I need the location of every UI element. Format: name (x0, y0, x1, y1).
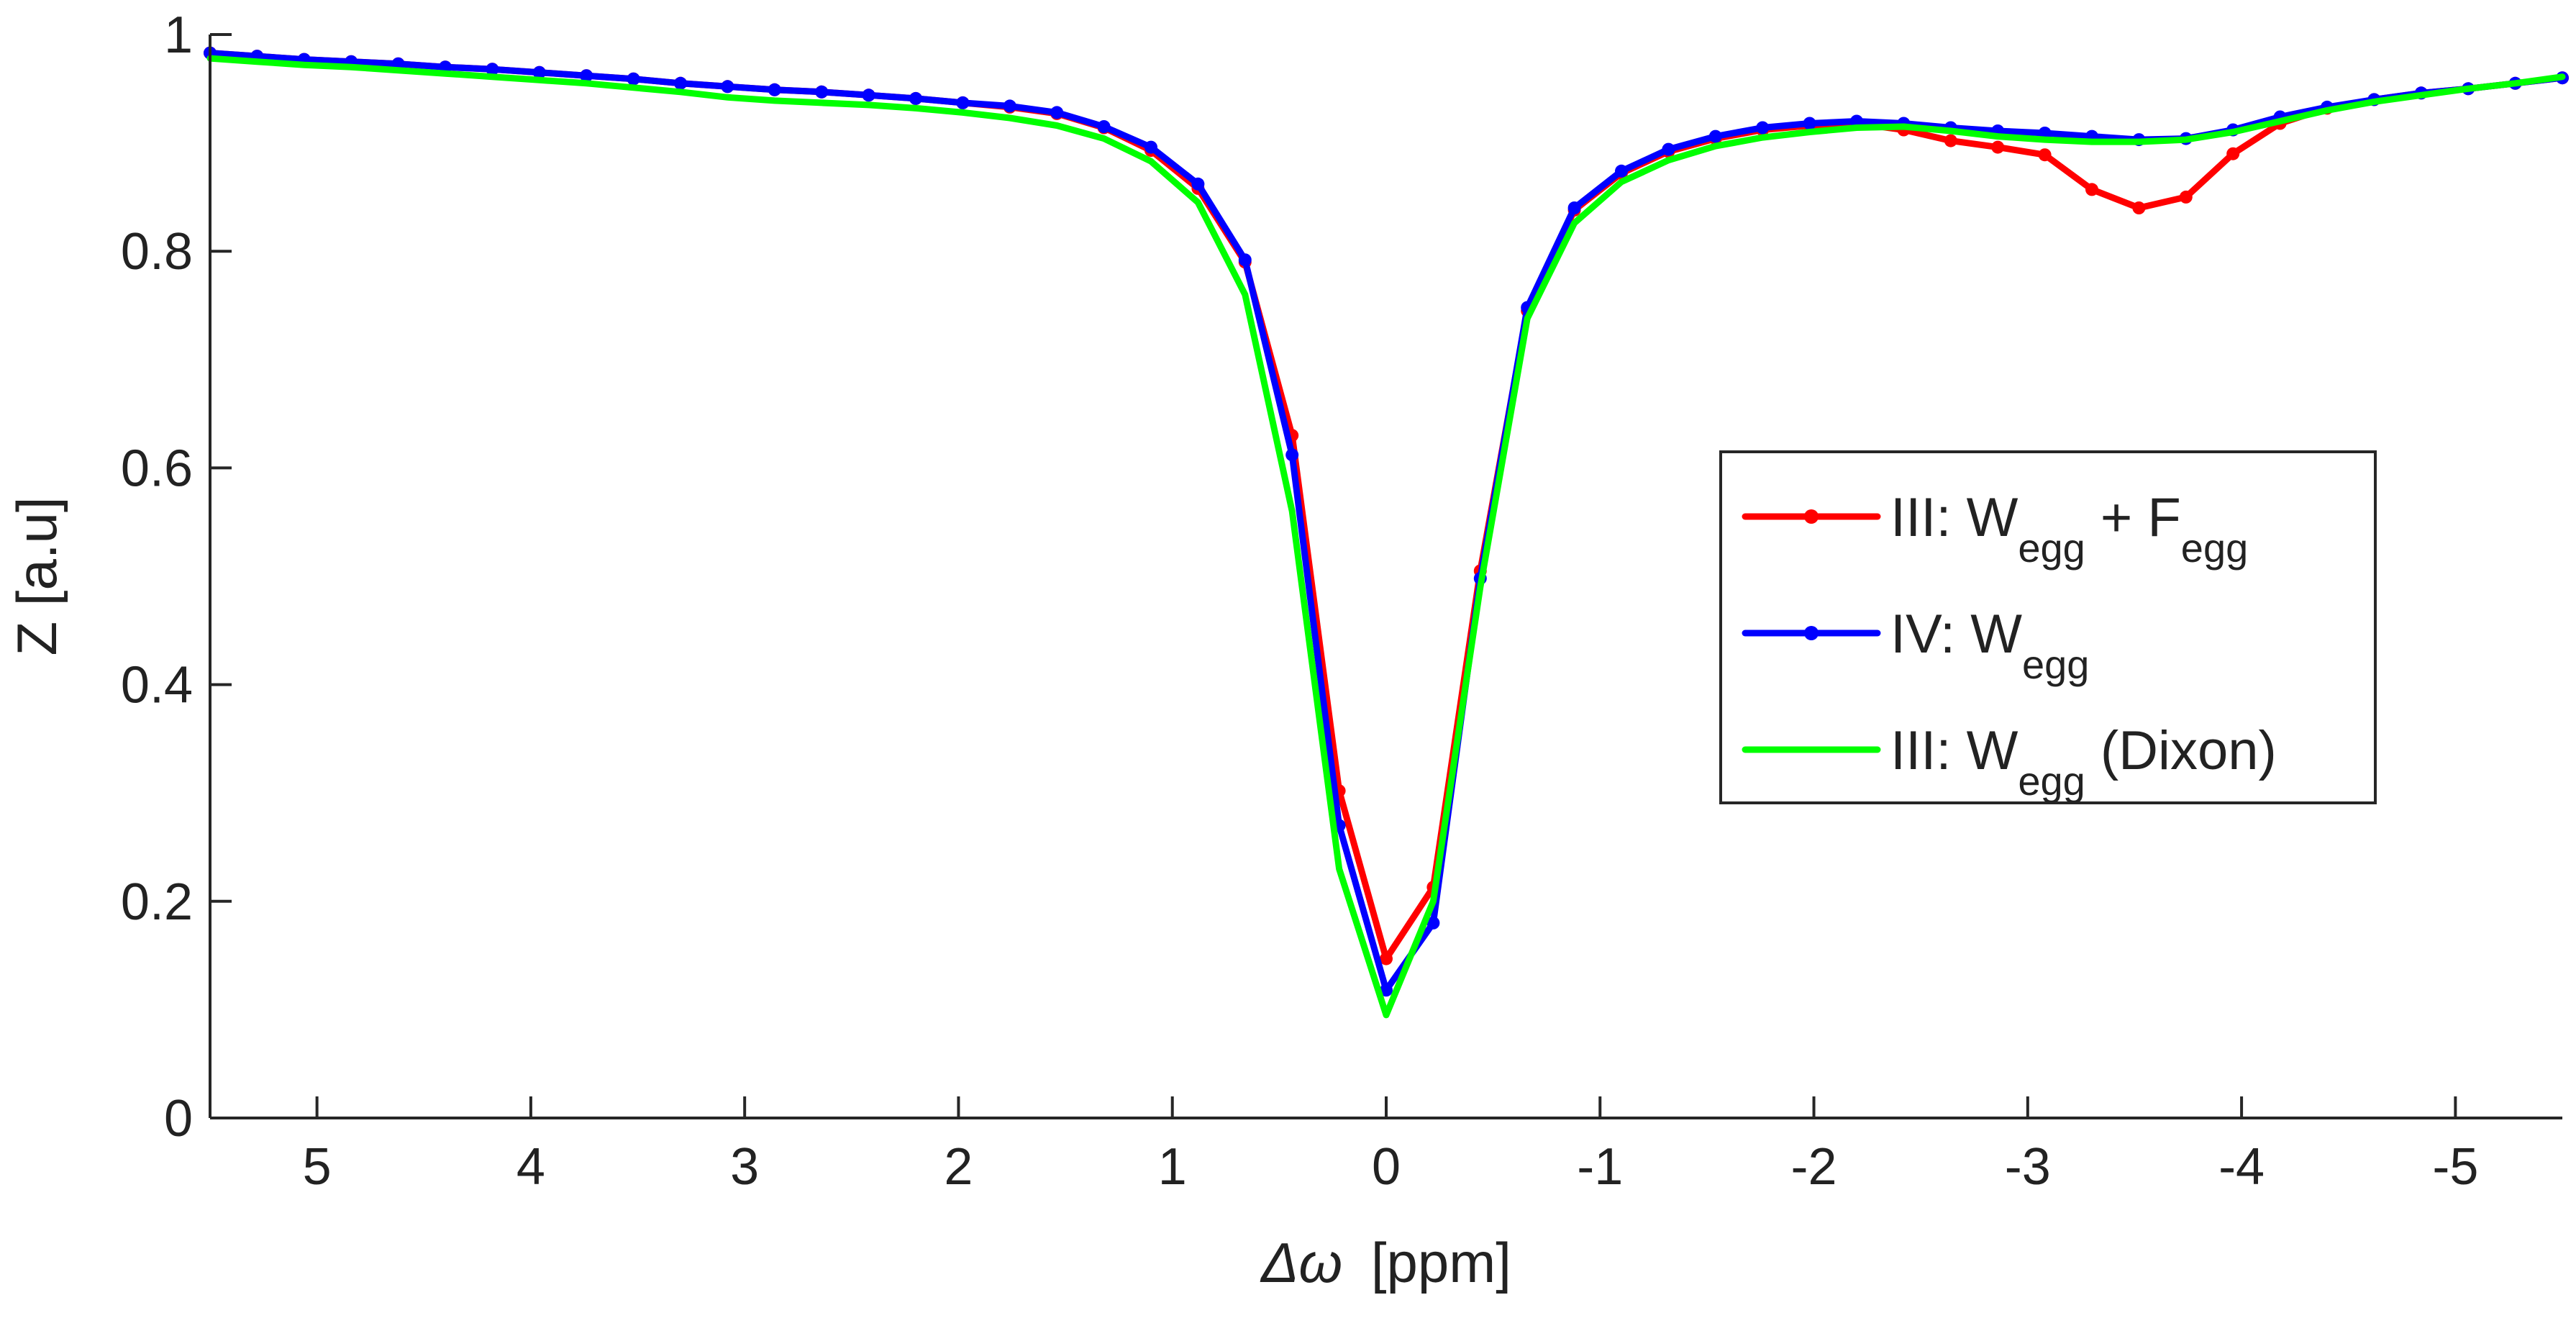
series-2-point (532, 65, 546, 79)
series-2-point (674, 76, 687, 90)
series-2-point (1756, 121, 1770, 135)
series-2-point (1380, 983, 1393, 997)
series-1-point (2179, 190, 2193, 204)
x-axis-title: Δω [ppm] (1260, 1231, 1511, 1294)
series-2-point (627, 72, 640, 86)
series-2-point (1708, 129, 1722, 143)
x-axis-title-unit: [ppm] (1371, 1231, 1511, 1294)
y-tick-labels: 0 0.2 0.4 0.6 0.8 1 (121, 6, 193, 1147)
legend-item-2: IV: Wegg (1742, 604, 2089, 687)
y-tick-label: 0.2 (121, 873, 193, 931)
series-1-point (1944, 134, 1957, 147)
y-tick-label: 1 (164, 6, 193, 64)
series-3 (206, 55, 2566, 1019)
x-tick-label: 0 (1372, 1138, 1401, 1196)
series-2-point (1615, 164, 1628, 178)
legend-item-3: III: Wegg (Dixon) (1742, 720, 2277, 804)
x-tick-label: -1 (1577, 1138, 1623, 1196)
axes-layer (209, 33, 2562, 1119)
legend-box (1719, 450, 2377, 804)
legend-marker (1804, 509, 1819, 524)
series-layer (204, 46, 2569, 1019)
series-2-point (909, 91, 922, 105)
y-tick-label: 0.6 (121, 440, 193, 497)
y-axis-title: Z [a.u] (5, 496, 68, 655)
series-2-point (1050, 106, 1064, 119)
x-tick-label: -5 (2432, 1138, 2478, 1196)
y-tick-label: 0 (164, 1090, 193, 1147)
series-2-point (1003, 99, 1016, 113)
x-tick-label: 1 (1158, 1138, 1187, 1196)
series-2-point (1238, 253, 1252, 267)
x-tick-label: 4 (516, 1138, 545, 1196)
x-axis-title-symbol: Δω (1260, 1231, 1342, 1294)
x-tick-label: 3 (730, 1138, 759, 1196)
series-2-point (1803, 117, 1816, 130)
x-tick-labels: 5 4 3 2 1 0 -1 -2 -3 -4 -5 (303, 1138, 2479, 1196)
series-1-point (1380, 952, 1393, 965)
series-2-point (580, 69, 593, 83)
x-tick-label: -4 (2218, 1138, 2265, 1196)
series-2-point (1191, 177, 1205, 191)
legend-label: III: Wegg + Fegg (1890, 487, 2248, 571)
y-tick-label: 0.4 (121, 657, 193, 714)
legend-item-1: III: Wegg + Fegg (1742, 487, 2248, 571)
series-2-point (1426, 916, 1440, 930)
x-tick-label: -3 (2005, 1138, 2051, 1196)
legend-items: III: Wegg + Fegg IV: Wegg III: Wegg (Dixon… (1742, 487, 2277, 804)
series-1-point (2038, 148, 2052, 162)
series-1-point (1991, 140, 2005, 154)
legend-label: III: Wegg (Dixon) (1890, 720, 2277, 804)
legend: III: Wegg + Fegg IV: Wegg III: Wegg (Dixon… (1719, 450, 2377, 804)
legend-marker (1804, 626, 1819, 640)
x-tick-label: 2 (944, 1138, 973, 1196)
y-tick-label: 0.8 (121, 223, 193, 281)
series-2-point (1285, 448, 1299, 462)
series-1-point (2226, 147, 2240, 160)
x-tick-label: -2 (1791, 1138, 1837, 1196)
series-2-point (1662, 142, 1675, 156)
series-3-line (206, 55, 2566, 1019)
series-2-point (1097, 120, 1111, 133)
series-1-point (2132, 201, 2146, 214)
legend-label: IV: Wegg (1890, 604, 2089, 687)
series-2-point (956, 96, 970, 109)
series-2-point (486, 63, 499, 76)
series-2-point (721, 80, 734, 94)
series-2-point (768, 83, 781, 96)
series-2-point (1144, 140, 1157, 154)
series-1-point (2085, 183, 2098, 196)
series-2-point (862, 88, 875, 102)
series-2-point (815, 85, 829, 99)
x-tick-label: 5 (303, 1138, 332, 1196)
series-2-point (1567, 201, 1581, 214)
